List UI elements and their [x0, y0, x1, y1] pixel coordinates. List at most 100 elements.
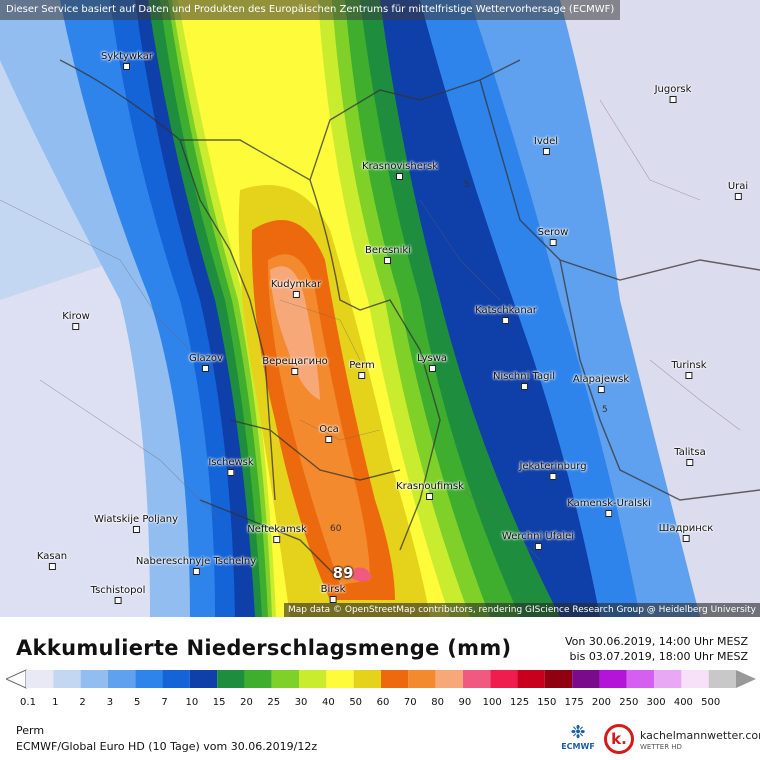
kachelmann-logo-subtext: WETTER HD	[640, 743, 682, 751]
contour-label: 5	[464, 180, 470, 190]
scale-tick-label: 90	[458, 697, 472, 708]
scale-tick-label: 500	[701, 697, 721, 708]
city-label: Kirow	[62, 311, 90, 330]
scale-swatch	[244, 670, 272, 688]
city-label: Kasan	[37, 551, 67, 570]
model-label: ECMWF/Global Euro HD (10 Tage) vom 30.06…	[16, 740, 318, 753]
scale-tick-label: 1	[52, 697, 59, 708]
scale-swatch	[162, 670, 190, 688]
scale-swatch	[408, 670, 436, 688]
scale-tick-label: 300	[646, 697, 666, 708]
ecmwf-icon: ❉	[570, 722, 586, 743]
scale-swatch	[299, 670, 327, 688]
city-label: Ivdel	[534, 136, 558, 155]
scale-swatch	[544, 670, 573, 688]
scale-tick-label: 15	[212, 697, 226, 708]
city-label: Perm	[349, 360, 375, 379]
scale-tick-label: 250	[619, 697, 639, 708]
scale-swatch	[517, 670, 545, 688]
city-label: Krasnovishersk	[362, 161, 438, 180]
city-label: Turinsk	[671, 360, 707, 379]
city-label: Urai	[728, 181, 748, 200]
scale-swatch	[654, 670, 682, 688]
scale-swatch	[189, 670, 218, 688]
city-label: Kudymkar	[271, 279, 321, 298]
scale-swatch	[462, 670, 491, 688]
scale-swatch	[53, 670, 81, 688]
city-label: Serow	[538, 227, 568, 246]
scale-tick-label: 60	[376, 697, 390, 708]
scale-swatch	[26, 670, 54, 688]
city-label: Jekaterinburg	[519, 461, 587, 480]
city-label: Wiatskije Poljany	[94, 514, 178, 533]
city-label: Syktywkar	[101, 51, 153, 70]
scale-tick-label: 175	[564, 697, 584, 708]
scale-swatch	[490, 670, 518, 688]
scale-swatch	[107, 670, 136, 688]
scale-swatch	[217, 670, 245, 688]
precipitation-field	[0, 0, 760, 617]
city-label: Krasnoufimsk	[396, 481, 464, 500]
city-label: Glazov	[189, 353, 223, 372]
scale-tick-label: 0.1	[20, 697, 36, 708]
city-label: Верещагино	[262, 356, 328, 375]
scale-swatch	[135, 670, 163, 688]
date-from: Von 30.06.2019, 14:00 Uhr MESZ	[564, 635, 748, 648]
contour-label: 5	[602, 405, 608, 415]
scale-swatch	[599, 670, 627, 688]
kachelmann-logo-text: kachelmannwetter.com	[640, 729, 760, 742]
scale-tick-label: 3	[106, 697, 114, 708]
scale-arrow-left	[6, 669, 27, 689]
max-value-label: 89	[332, 564, 354, 582]
scale-swatch	[626, 670, 655, 688]
city-label: Nischni Tagil	[493, 371, 555, 390]
scale-tick-label: 2	[79, 697, 86, 708]
ecmwf-logo[interactable]: ❉ ECMWF	[558, 724, 598, 758]
scale-tick-label: 10	[185, 697, 199, 708]
city-label: Nabereschnyje Tschelny	[136, 556, 256, 575]
city-label: Ischewsk	[208, 457, 254, 476]
scale-swatch	[708, 670, 736, 688]
scale-tick-label: 400	[673, 697, 693, 708]
city-label: Lyswa	[417, 353, 447, 372]
city-label: Tschistopol	[91, 585, 145, 604]
legend-title: Akkumulierte Niederschlagsmenge (mm)	[16, 636, 512, 660]
city-label: Jugorsk	[655, 84, 691, 103]
city-label: Beresniki	[365, 245, 411, 264]
location-label: Perm	[16, 724, 45, 737]
scale-tick-label: 70	[403, 697, 417, 708]
scale-swatch	[80, 670, 108, 688]
city-label: Kamensk-Uralski	[567, 498, 651, 517]
scale-tick-label: 200	[591, 697, 611, 708]
scale-swatch	[381, 670, 409, 688]
city-label: Neftekamsk	[247, 524, 307, 543]
ecmwf-logo-text: ECMWF	[561, 742, 595, 751]
map-attribution: Map data © OpenStreetMap contributors, r…	[284, 603, 760, 617]
scale-swatch	[572, 670, 600, 688]
scale-tick-label: 20	[240, 697, 253, 708]
city-label: Werchni Ufalei	[502, 531, 574, 550]
precipitation-map[interactable]: Dieser Service basiert auf Daten und Pro…	[0, 0, 760, 617]
scale-swatch	[326, 670, 354, 688]
scale-tick-label: 5	[134, 697, 141, 708]
contour-label: 60	[330, 524, 342, 534]
scale-tick-label: 30	[294, 697, 308, 708]
scale-tick-label: 50	[349, 697, 363, 708]
date-to: bis 03.07.2019, 18:00 Uhr MESZ	[569, 650, 748, 663]
city-label: Birsk	[321, 584, 345, 603]
city-label: Шадринск	[659, 523, 713, 542]
scale-tick-label: 150	[537, 697, 557, 708]
scale-tick-label: 7	[161, 697, 168, 708]
color-scale-labels: 0.1 1 2 3 5 7 10 15 20 25 30 40 50 60 70 80 90 100 125 150 1…	[0, 697, 760, 711]
scale-swatch	[435, 670, 463, 688]
scale-arrow-right	[736, 670, 756, 688]
scale-swatch	[271, 670, 300, 688]
city-label: Talitsa	[674, 447, 706, 466]
scale-tick-label: 125	[509, 697, 530, 708]
kachelmann-logo[interactable]: k. kachelmannwetter.com WETTER HD	[604, 722, 760, 758]
scale-tick-label: 40	[322, 697, 335, 708]
city-label: Оса	[319, 424, 339, 443]
scale-tick-label: 80	[431, 697, 444, 708]
ecmwf-banner: Dieser Service basiert auf Daten und Pro…	[0, 0, 620, 20]
city-label: Alapajewsk	[573, 374, 629, 393]
